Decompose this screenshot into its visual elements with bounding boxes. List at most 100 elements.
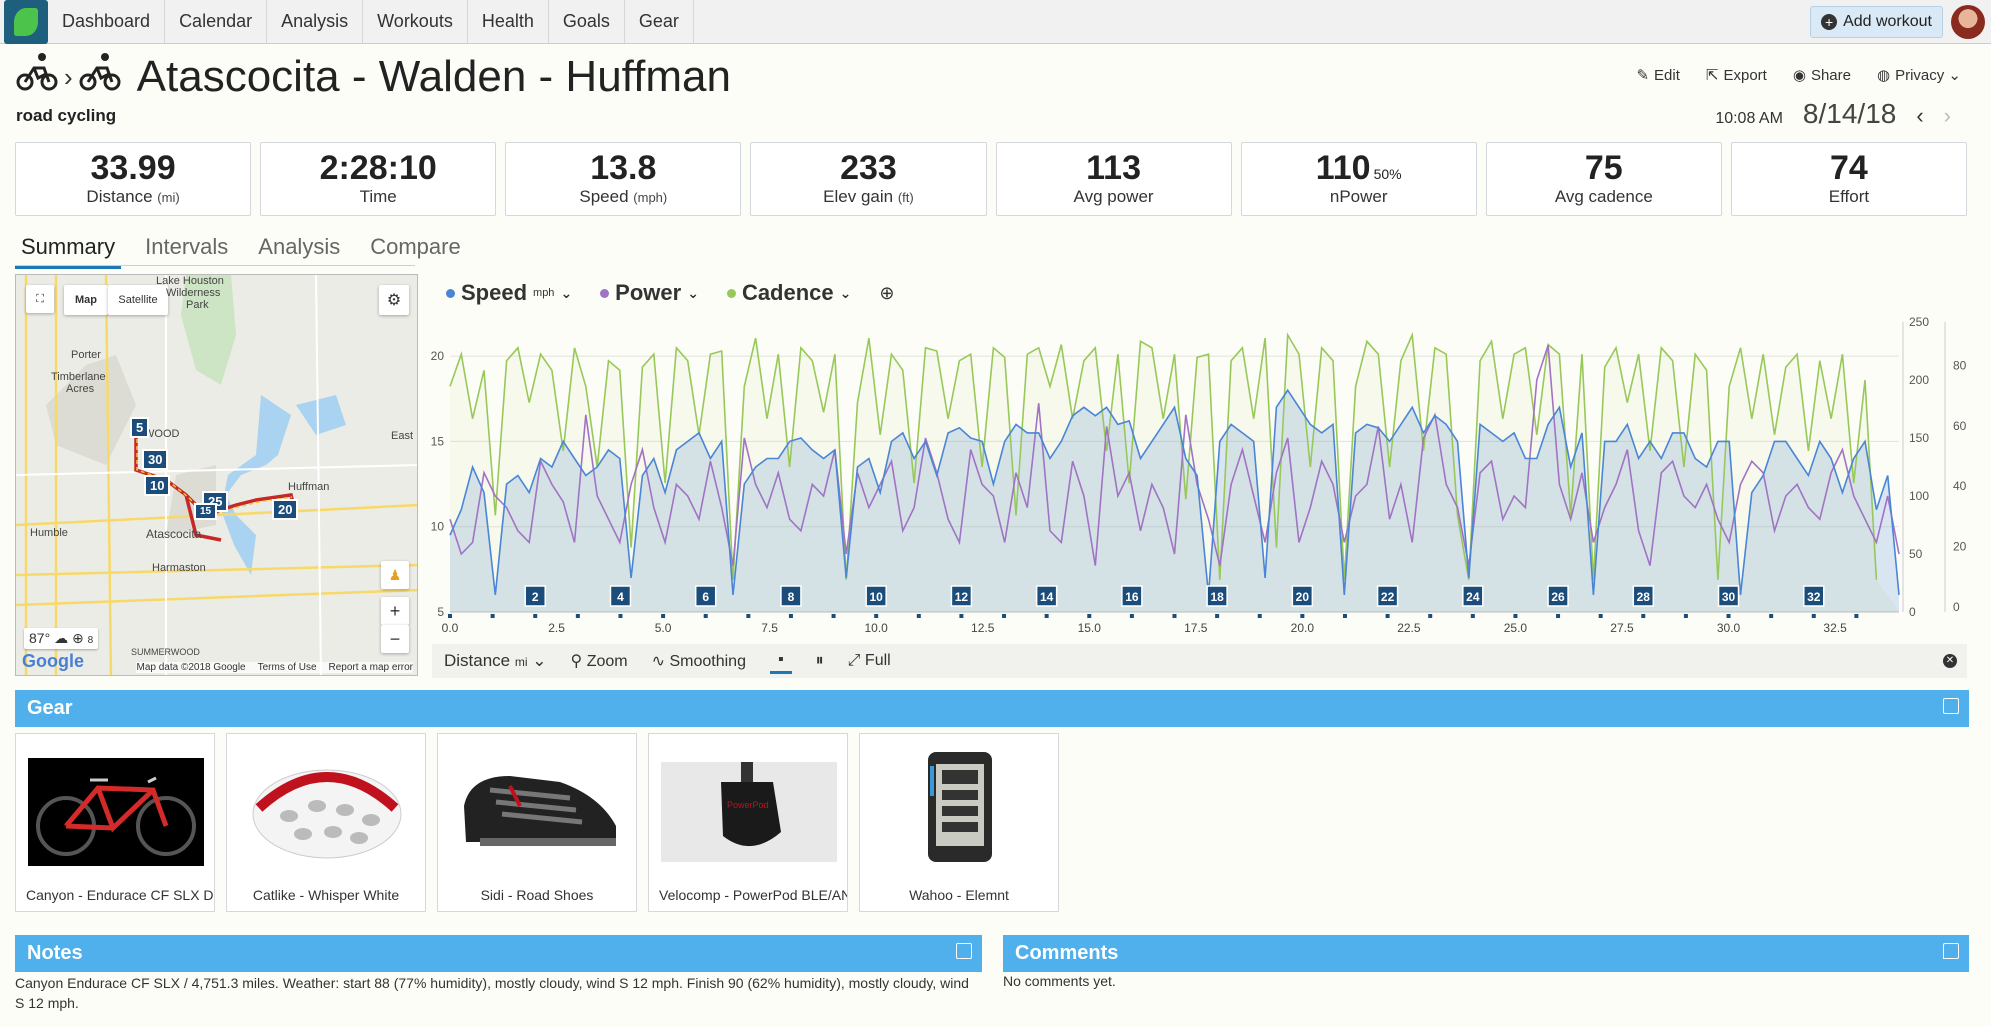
lap-marker[interactable]: 15 xyxy=(194,503,218,520)
x-tick: 10.0 xyxy=(864,621,888,635)
add-comment-icon[interactable] xyxy=(1943,943,1959,959)
x-axis-select[interactable]: Distance mi ⌄ xyxy=(444,651,547,671)
terms-link[interactable]: Terms of Use xyxy=(257,662,317,673)
tabs: Summary Intervals Analysis Compare xyxy=(15,232,467,269)
zoom-label: Zoom xyxy=(586,653,628,670)
map-label: East xyxy=(391,430,414,442)
nav-calendar[interactable]: Calendar xyxy=(165,0,268,43)
gear-card[interactable]: Catlike - Whisper White xyxy=(226,733,426,912)
street-view-icon[interactable]: ♟ xyxy=(381,561,409,589)
lap-marker[interactable]: 5 xyxy=(130,417,150,438)
eye-icon: ◉ xyxy=(1792,67,1806,84)
lap-marker-box xyxy=(1035,585,1058,607)
nav-workouts[interactable]: Workouts xyxy=(363,0,468,43)
prev-workout-icon[interactable]: ‹ xyxy=(1916,103,1924,128)
mile-tick xyxy=(1215,614,1220,618)
mile-tick xyxy=(1129,614,1134,618)
zoom-button[interactable]: ⚲ Zoom xyxy=(571,651,628,671)
full-button[interactable]: ⤢ Full xyxy=(848,652,891,670)
map-label: Porter xyxy=(71,349,101,361)
edit-button[interactable]: ✎ Edit xyxy=(1636,66,1679,84)
top-nav: Dashboard Calendar Analysis Workouts Hea… xyxy=(0,0,1991,44)
legend-power[interactable]: Power ⌄ xyxy=(600,280,699,306)
route-map[interactable]: ⛶ Map Satellite ⚙ ♟ + − Lake Houston Wil… xyxy=(15,274,418,676)
lap-marker-box xyxy=(1121,585,1143,607)
pause-toggle[interactable]: ⏸ xyxy=(816,652,824,670)
lap-marker-label: 6 xyxy=(702,590,709,604)
mile-tick xyxy=(490,614,495,618)
x-tick: 7.5 xyxy=(761,621,778,635)
tab-intervals[interactable]: Intervals xyxy=(145,234,229,259)
legend-speed-label: Speed xyxy=(461,280,528,305)
zoom-out-icon[interactable]: − xyxy=(381,625,409,653)
privacy-button[interactable]: ◍ Privacy ⌄ xyxy=(1877,66,1961,84)
stat-value: 13.8 xyxy=(590,149,657,187)
map-footer: Map data ©2018 Google Terms of Use Repor… xyxy=(136,662,413,673)
nav-analysis[interactable]: Analysis xyxy=(267,0,364,43)
stat-value: 74 xyxy=(1830,149,1868,187)
cycling-icon xyxy=(79,52,121,102)
map-label: Wilderness xyxy=(166,287,221,299)
comment-toggle[interactable]: ▪ xyxy=(769,649,792,674)
export-button[interactable]: ⇱ Export xyxy=(1706,66,1767,84)
x-tick: 5.0 xyxy=(655,621,672,635)
lap-marker[interactable]: 30 xyxy=(142,449,169,470)
edit-gear-icon[interactable] xyxy=(1943,698,1959,714)
legend-cadence[interactable]: Cadence ⌄ xyxy=(726,280,852,306)
chevron-down-icon: ⌄ xyxy=(687,284,699,301)
smoothing-button[interactable]: ∿ Smoothing xyxy=(652,651,746,671)
chevron-down-icon: ⌄ xyxy=(839,284,852,301)
add-workout-button[interactable]: + Add workout xyxy=(1810,5,1943,38)
legend-speed[interactable]: Speed mph ⌄ xyxy=(446,280,572,306)
tab-compare[interactable]: Compare xyxy=(370,234,461,259)
report-error-link[interactable]: Report a map error xyxy=(328,662,413,673)
app-logo-icon[interactable] xyxy=(4,0,48,44)
gear-heading: Gear xyxy=(27,697,73,719)
share-button[interactable]: ◉ Share xyxy=(1793,66,1851,84)
fullscreen-icon[interactable]: ⛶ xyxy=(26,285,54,313)
map-settings-icon[interactable]: ⚙ xyxy=(379,285,409,315)
page-title: Atascocita - Walden - Huffman xyxy=(136,52,731,101)
gear-card[interactable]: Sidi - Road Shoes xyxy=(437,733,637,912)
nav-health[interactable]: Health xyxy=(468,0,549,43)
globe-icon: ◍ xyxy=(1876,67,1891,84)
stat-unit: (mi) xyxy=(157,190,180,205)
nav-dashboard[interactable]: Dashboard xyxy=(48,0,166,43)
lap-marker-box xyxy=(1462,585,1484,607)
add-workout-label: Add workout xyxy=(1843,12,1932,30)
tab-analysis[interactable]: Analysis xyxy=(258,234,341,259)
map-type-satellite[interactable]: Satellite xyxy=(108,285,168,315)
gear-card[interactable]: PowerPod Velocomp - PowerPod BLE/ANT xyxy=(648,733,848,912)
stat-elev-gain: 233 Elev gain (ft) xyxy=(750,142,987,216)
mile-tick xyxy=(959,614,964,618)
cycling-icon xyxy=(16,52,58,102)
add-series-icon[interactable]: ⊕ xyxy=(879,282,895,303)
y-mid-tick: 150 xyxy=(1909,431,1929,445)
lap-marker-box xyxy=(865,585,887,607)
next-workout-icon[interactable]: › xyxy=(1943,103,1951,128)
nav-goals[interactable]: Goals xyxy=(549,0,625,43)
nav-gear[interactable]: Gear xyxy=(625,0,694,43)
stat-speed: 13.8 Speed (mph) xyxy=(505,142,742,216)
lap-marker[interactable]: 10 xyxy=(144,475,171,496)
power-dot xyxy=(600,288,610,298)
map-label: WOOD xyxy=(144,428,180,440)
lap-marker-label: 20 xyxy=(1296,590,1310,604)
zoom-in-icon[interactable]: + xyxy=(381,597,409,625)
edit-notes-icon[interactable] xyxy=(956,943,972,959)
map-label: Acres xyxy=(66,383,95,395)
close-chart-icon[interactable]: ✕ xyxy=(1943,654,1957,668)
tab-summary[interactable]: Summary xyxy=(15,232,122,269)
gear-card[interactable]: Wahoo - Elemnt xyxy=(859,733,1059,912)
mile-tick xyxy=(1598,614,1603,618)
share-label: Share xyxy=(1810,67,1851,84)
map-data-credit: Map data ©2018 Google xyxy=(136,662,246,673)
mile-tick xyxy=(533,614,538,618)
avatar[interactable] xyxy=(1951,4,1985,39)
map-type-map[interactable]: Map xyxy=(64,285,108,315)
x-tick: 25.0 xyxy=(1504,621,1528,635)
lap-marker[interactable]: 20 xyxy=(272,499,299,520)
gear-card[interactable]: Canyon - Endurace CF SLX Di xyxy=(15,733,215,912)
map-label: Humble xyxy=(30,527,68,539)
